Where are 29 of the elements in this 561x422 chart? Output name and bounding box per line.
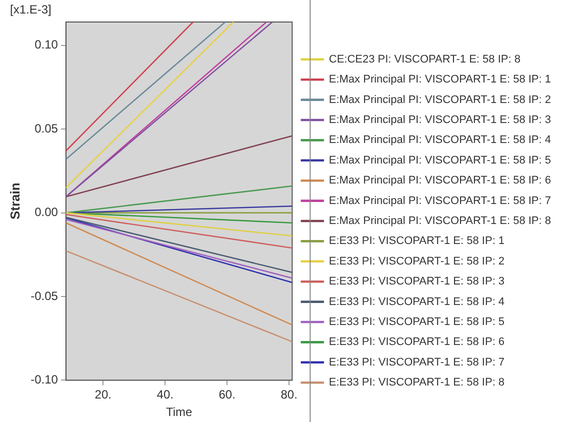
legend-label: E:E33 PI: VISCOPART-1 E: 58 IP: 6 <box>328 336 505 348</box>
y-tick-label: -0.10 <box>30 372 58 387</box>
y-tick-label: -0.05 <box>30 288 58 303</box>
x-axis-title: Time <box>166 405 192 420</box>
text: [x1.E-3] <box>10 2 52 16</box>
legend-label: E:Max Principal PI: VISCOPART-1 E: 58 IP: 1 <box>328 74 552 86</box>
legend-label: E:Max Principal PI: VISCOPART-1 E: 58 IP: 8 <box>328 215 552 228</box>
legend-label: E:Max Principal PI: VISCOPART-1 E: 58 IP: 2 <box>328 94 552 106</box>
y-tick-label: 0.00 <box>34 205 58 220</box>
x-tick-label: 80. <box>280 388 298 402</box>
y-tick-label: 0.05 <box>34 121 58 136</box>
legend-label: E:E33 PI: VISCOPART-1 E: 58 IP: 2 <box>328 255 505 268</box>
y-axis-title: Strain <box>7 182 22 220</box>
x-tick-label: 20. <box>94 388 112 402</box>
legend-label: CE:CE23 PI: VISCOPART-1 E: 58 IP: 8 <box>328 53 520 66</box>
legend-label: E:Max Principal PI: VISCOPART-1 E: 58 IP: 3 <box>328 114 552 126</box>
legend-label: E:E33 PI: VISCOPART-1 E: 58 IP: 3 <box>328 276 505 288</box>
legend-label: E:E33 PI: VISCOPART-1 E: 58 IP: 1 <box>328 235 505 248</box>
legend-label: E:E33 PI: VISCOPART-1 E: 58 IP: 5 <box>328 316 505 328</box>
legend-label: E:Max Principal PI: VISCOPART-1 E: 58 IP: 5 <box>328 154 552 166</box>
legend-label: E:Max Principal PI: VISCOPART-1 E: 58 IP: 7 <box>328 194 552 207</box>
x-tick-label: 60. <box>218 388 236 402</box>
y-tick-label: 0.10 <box>34 38 58 52</box>
legend-label: E:E33 PI: VISCOPART-1 E: 58 IP: 4 <box>328 296 505 308</box>
x-tick-label: 40. <box>156 388 174 402</box>
legend-label: E:E33 PI: VISCOPART-1 E: 58 IP: 7 <box>328 356 505 368</box>
legend-label: E:Max Principal PI: VISCOPART-1 E: 58 IP: 6 <box>328 174 552 187</box>
legend-label: E:Max Principal PI: VISCOPART-1 E: 58 IP: 4 <box>328 134 552 146</box>
legend-label: E:E33 PI: VISCOPART-1 E: 58 IP: 8 <box>328 376 505 389</box>
